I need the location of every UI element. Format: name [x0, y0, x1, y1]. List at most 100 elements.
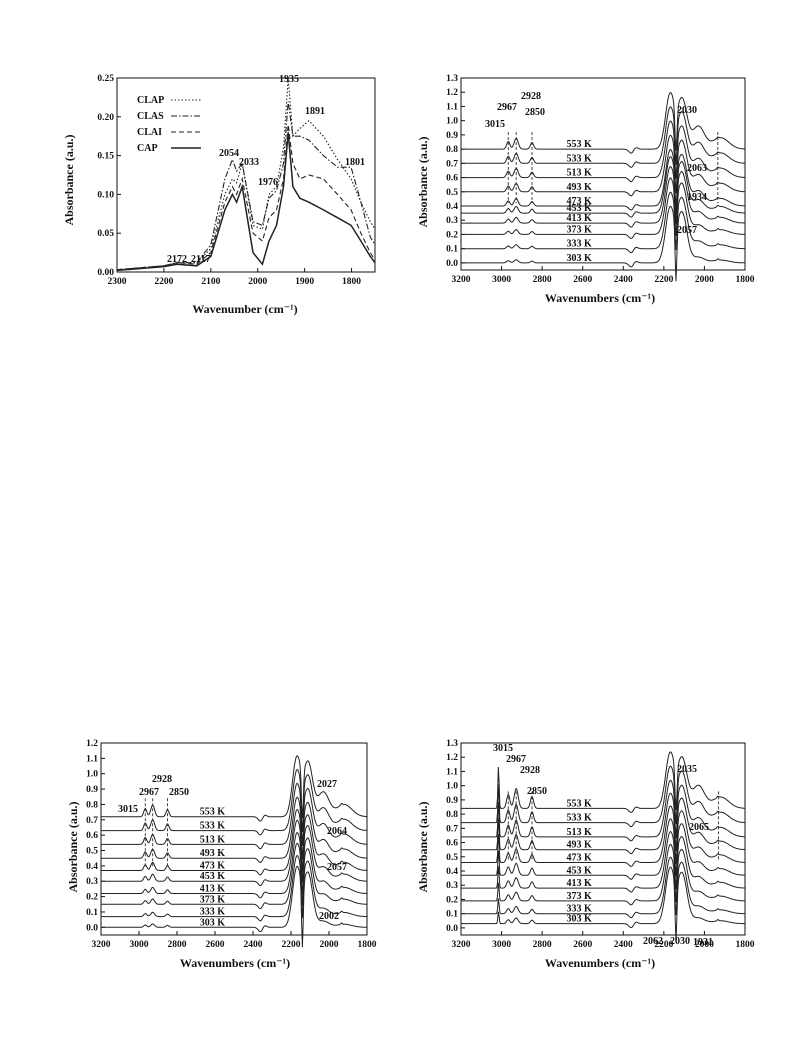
fig3-ann-2064: 2064	[327, 826, 347, 837]
fig2-spectrum	[461, 191, 745, 254]
fig2-xtick-label: 2200	[654, 275, 673, 285]
fig4-ytick-label: 0.4	[446, 867, 458, 877]
fig1-series-clai	[116, 124, 376, 271]
fig2-ann-2928: 2928	[521, 91, 541, 102]
fig3-temp-label: 533 K	[200, 821, 226, 832]
fig2-temp-label: 493 K	[566, 182, 592, 193]
fig3-temp-label: 493 K	[200, 848, 226, 859]
fig1-series-clap	[116, 77, 376, 271]
fig2-temp-label: 513 K	[566, 168, 592, 179]
fig4-frame	[460, 742, 746, 936]
fig3-xtick-label: 3000	[130, 940, 149, 950]
fig4-spectrum	[461, 765, 745, 828]
fig3-ytick-label: 0.9	[86, 785, 98, 795]
fig2-xtick-label: 1800	[736, 275, 755, 285]
fig3-ylabel: Absorbance (a.u.)	[66, 801, 80, 892]
fig3-temp-label: 413 K	[200, 884, 226, 895]
fig1-ann-2117: 2117	[191, 254, 210, 265]
fig2-temp-label: 413 K	[566, 213, 592, 224]
fig4-temp-label: 413 K	[566, 878, 592, 889]
fig4-ytick-label: 0.5	[446, 853, 458, 863]
fig2-ytick-label: 0.6	[446, 174, 458, 184]
fig3-temp-label: 453 K	[200, 871, 226, 882]
fig4-xtick-label: 2200	[654, 940, 673, 950]
fig2-spectrum	[461, 155, 745, 218]
fig4-spectrum	[461, 751, 745, 813]
fig3-spectrum	[101, 854, 367, 922]
fig1-ytick-label: 0.15	[97, 152, 114, 162]
fig3-spectrum	[101, 842, 367, 910]
fig3-temp-label: 553 K	[200, 807, 226, 818]
fig2-ann-2030: 2030	[677, 105, 697, 116]
fig2-ann-2063: 2063	[687, 163, 707, 174]
fig2-spectrum	[461, 177, 745, 239]
fig3-temp-label: 513 K	[200, 834, 226, 845]
fig2-xtick-label: 2000	[695, 275, 714, 285]
fig4-xtick-label: 3200	[452, 940, 471, 950]
fig2-ytick-label: 0.5	[446, 188, 458, 198]
fig2-ytick-label: 0.4	[446, 202, 458, 212]
fig2-spectrum	[461, 91, 746, 154]
fig4-temp-label: 453 K	[566, 865, 592, 876]
fig2-xtick-label: 2400	[614, 275, 633, 285]
fig3-ann-2928: 2928	[152, 774, 172, 785]
fig4-temp-label: 493 K	[566, 840, 592, 851]
fig3-ytick-label: 0.0	[86, 923, 98, 933]
fig2-spectrum	[461, 205, 746, 282]
fig4-temp-label: 303 K	[566, 914, 592, 925]
fig3-xtick-label: 2200	[282, 940, 301, 950]
fig2-ytick-label: 1.0	[446, 117, 458, 127]
fig4-temp-label: 533 K	[566, 813, 592, 824]
fig3-ann-2002: 2002	[319, 911, 339, 922]
fig4-ytick-label: 0.3	[446, 881, 458, 891]
fig1-ann-1891: 1891	[305, 106, 325, 117]
fig2-ytick-label: 0.0	[446, 259, 458, 269]
fig2-temp-label: 533 K	[566, 153, 592, 164]
fig2-spectrum	[461, 165, 745, 228]
fig1-ann-2033: 2033	[239, 157, 259, 168]
fig3-ytick-label: 1.2	[86, 739, 98, 749]
fig3-spectrum	[101, 819, 368, 886]
fig1-ytick-label: 0.25	[97, 74, 114, 84]
fig4-xtick-label: 2600	[573, 940, 592, 950]
fig3-ytick-label: 0.1	[86, 908, 98, 918]
fig1-legend-clai: CLAI	[137, 127, 162, 138]
fig4-ann-2035: 2035	[677, 764, 697, 775]
fig3-ytick-label: 0.7	[86, 816, 98, 826]
fig1-xtick-label: 2300	[108, 277, 127, 287]
fig3-spectrum	[101, 831, 368, 899]
fig4-ytick-label: 1.2	[446, 753, 458, 763]
fig3-ann-2057: 2057	[327, 862, 347, 873]
fig3-ann-2967: 2967	[139, 787, 159, 798]
fig1-series-cap	[116, 132, 376, 272]
fig2-xtick-label: 2800	[533, 275, 552, 285]
fig2-ann-2057: 2057	[677, 225, 697, 236]
fig1-xlabel: Wavenumber (cm⁻¹)	[192, 302, 297, 316]
fig4-spectrum	[461, 830, 745, 893]
fig2-ytick-label: 1.1	[446, 102, 458, 112]
fig3-temp-label: 373 K	[200, 894, 226, 905]
fig2-frame	[460, 77, 746, 271]
fig3-xtick-label: 2800	[168, 940, 187, 950]
fig4-spectrum	[461, 866, 745, 943]
fig1-ann-2054: 2054	[219, 148, 239, 159]
fig2-temp-label: 303 K	[566, 253, 592, 264]
fig4-ytick-label: 1.1	[446, 767, 458, 777]
fig3-temp-label: 333 K	[200, 907, 226, 918]
fig1-ylabel: Absorbance (a.u.)	[62, 134, 76, 225]
fig1-ann-2172: 2172	[167, 254, 187, 265]
fig4-xtick-label: 2400	[614, 940, 633, 950]
fig1-xtick-label: 1900	[295, 277, 314, 287]
fig4-ytick-label: 1.3	[446, 739, 458, 749]
fig2-spectrum	[461, 148, 745, 211]
fig1-ann-1976: 1976	[258, 177, 278, 188]
fig3-ytick-label: 0.4	[86, 862, 98, 872]
fig4-ann-2065: 2065	[689, 822, 709, 833]
fig1-legend-clap: CLAP	[137, 95, 164, 106]
fig1-ann-1935: 1935	[279, 74, 299, 85]
fig4-ytick-label: 1.0	[446, 782, 458, 792]
fig3-xtick-label: 2600	[206, 940, 225, 950]
fig3-xtick-label: 1800	[358, 940, 377, 950]
fig1-ann-1801: 1801	[345, 157, 365, 168]
fig3-ytick-label: 1.0	[86, 770, 98, 780]
